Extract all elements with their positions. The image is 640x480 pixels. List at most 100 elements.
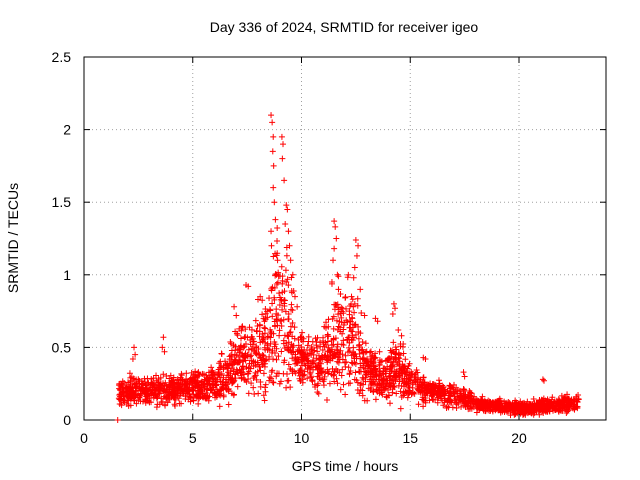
data-point xyxy=(223,386,230,393)
data-point xyxy=(518,407,525,414)
data-point xyxy=(155,389,162,396)
data-point xyxy=(288,301,295,308)
data-point xyxy=(273,281,280,288)
data-point xyxy=(369,371,376,378)
data-point xyxy=(327,352,334,359)
data-point xyxy=(494,403,501,410)
data-point xyxy=(331,368,338,375)
data-point xyxy=(546,404,553,411)
data-point xyxy=(385,387,392,394)
data-point xyxy=(401,379,408,386)
data-point xyxy=(224,372,231,379)
data-point xyxy=(359,349,366,356)
data-point xyxy=(399,343,406,350)
data-point xyxy=(306,350,313,357)
data-point xyxy=(335,323,342,330)
data-point xyxy=(133,400,140,407)
data-point xyxy=(248,345,255,352)
data-point xyxy=(397,388,404,395)
data-point xyxy=(487,400,494,407)
data-point xyxy=(225,377,232,384)
data-point xyxy=(561,401,568,408)
data-point xyxy=(383,393,390,400)
data-point xyxy=(325,344,332,351)
data-point xyxy=(276,380,283,387)
data-point xyxy=(142,391,149,398)
data-point xyxy=(346,318,353,325)
data-point xyxy=(331,218,338,225)
data-point xyxy=(269,300,276,307)
data-point xyxy=(259,311,266,318)
data-point xyxy=(191,371,198,378)
data-point xyxy=(251,373,258,380)
data-point xyxy=(285,333,292,340)
data-point xyxy=(520,411,527,418)
data-point xyxy=(312,383,319,390)
data-point xyxy=(383,394,390,401)
data-point xyxy=(153,395,160,402)
data-point xyxy=(392,350,399,357)
data-point xyxy=(274,225,281,232)
data-point xyxy=(161,348,168,355)
data-point xyxy=(507,409,514,416)
data-point xyxy=(308,351,315,358)
data-point xyxy=(397,365,404,372)
data-point xyxy=(245,364,252,371)
data-point xyxy=(132,380,139,387)
data-point xyxy=(280,141,287,148)
data-point xyxy=(247,337,254,344)
data-point xyxy=(395,351,402,358)
data-point xyxy=(132,351,139,358)
data-point xyxy=(285,282,292,289)
data-point xyxy=(393,346,400,353)
data-point xyxy=(291,324,298,331)
data-point xyxy=(262,310,269,317)
data-point xyxy=(401,366,408,373)
data-point xyxy=(360,364,367,371)
data-point xyxy=(349,328,356,335)
data-point xyxy=(548,396,555,403)
data-point xyxy=(369,376,376,383)
data-point xyxy=(224,365,231,372)
data-point xyxy=(197,387,204,394)
data-point xyxy=(233,312,240,319)
data-point xyxy=(285,316,292,323)
data-point xyxy=(270,162,277,169)
data-point xyxy=(236,356,243,363)
data-point xyxy=(310,360,317,367)
data-point xyxy=(328,279,335,286)
data-point xyxy=(328,337,335,344)
data-point xyxy=(364,355,371,362)
data-point xyxy=(123,400,130,407)
data-point xyxy=(343,305,350,312)
data-point xyxy=(305,333,312,340)
data-point xyxy=(330,372,337,379)
data-point xyxy=(313,338,320,345)
data-point xyxy=(512,411,519,418)
data-point xyxy=(332,223,339,230)
data-point xyxy=(268,285,275,292)
data-point xyxy=(281,288,288,295)
data-point xyxy=(195,400,202,407)
data-point xyxy=(365,363,372,370)
data-point xyxy=(193,391,200,398)
data-point xyxy=(299,357,306,364)
data-point xyxy=(228,347,235,354)
data-point xyxy=(350,344,357,351)
data-point xyxy=(392,305,399,312)
data-point xyxy=(397,405,404,412)
data-point xyxy=(320,334,327,341)
data-point xyxy=(292,357,299,364)
data-point xyxy=(238,335,245,342)
data-point xyxy=(217,358,224,365)
data-point xyxy=(279,306,286,313)
data-point xyxy=(342,293,349,300)
data-point xyxy=(256,333,263,340)
data-point xyxy=(274,279,281,286)
data-point xyxy=(291,293,298,300)
data-point xyxy=(176,400,183,407)
data-point xyxy=(270,379,277,386)
data-point xyxy=(171,395,178,402)
data-point xyxy=(388,347,395,354)
data-point xyxy=(226,353,233,360)
